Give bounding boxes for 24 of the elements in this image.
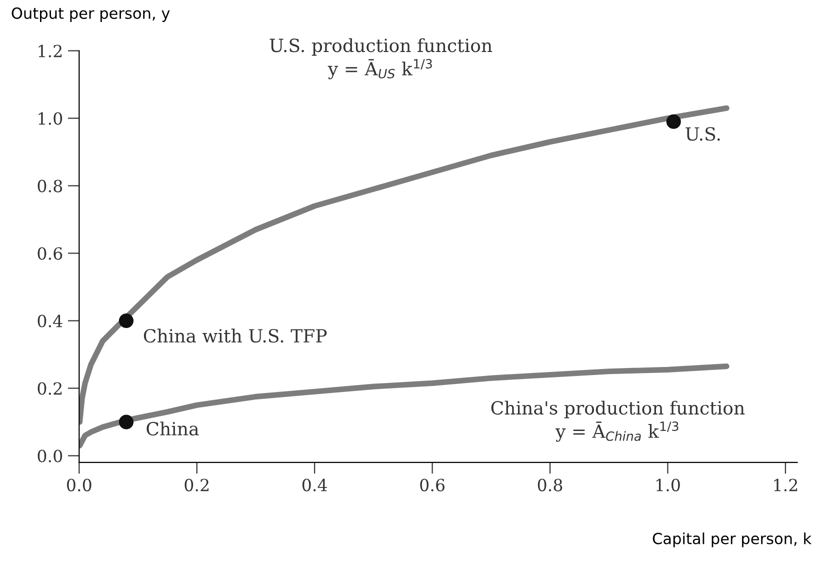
x-tick-label: 1.0 — [656, 478, 680, 492]
annotation: China with U.S. TFP — [144, 328, 327, 343]
point — [666, 114, 681, 129]
y-tick-label: 1.0 — [38, 112, 62, 125]
point — [118, 414, 134, 430]
x-tick-label: 0.4 — [302, 478, 328, 492]
x-axis-title: Capital per person, k — [652, 532, 812, 548]
annotation: U.S. — [686, 127, 720, 141]
y-tick-label: 1.2 — [38, 44, 62, 58]
x-tick-label: 0.6 — [420, 478, 445, 492]
x-tick-label: 0.2 — [184, 478, 208, 492]
y-tick-label: 0.2 — [38, 382, 62, 395]
annotation: China's production function y = Ā$_{China}$ k$^{1/3}$ — [491, 400, 745, 442]
y-tick-label: 0.8 — [38, 180, 62, 192]
x-tick-label: 0.0 — [67, 478, 92, 492]
y-axis-title: Output per person, y — [12, 7, 170, 22]
annotation: U.S. production function y = Ā$_{US}$ k$^{1/3}$ — [270, 38, 492, 80]
x-tick-label: 0.8 — [538, 478, 562, 492]
y-tick-label: 0.6 — [38, 247, 62, 260]
annotation: China — [146, 422, 199, 436]
y-tick-label: 0.0 — [38, 450, 62, 462]
y-tick-label: 0.4 — [38, 314, 62, 328]
x-tick-label: 1.2 — [774, 478, 798, 492]
point — [118, 313, 134, 328]
